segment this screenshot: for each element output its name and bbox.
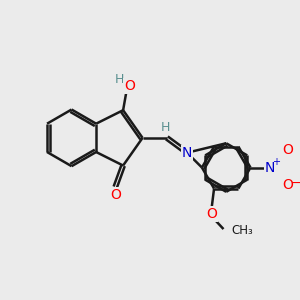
Text: O: O (124, 79, 135, 93)
Text: N: N (265, 160, 275, 175)
Text: N: N (182, 146, 192, 160)
Text: CH₃: CH₃ (232, 224, 253, 237)
Text: O: O (283, 143, 293, 157)
Text: O: O (283, 178, 293, 192)
Text: O: O (110, 188, 121, 202)
Text: O: O (206, 207, 217, 221)
Text: +: + (272, 157, 280, 166)
Text: H: H (161, 121, 170, 134)
Text: H: H (115, 73, 124, 86)
Text: −: − (291, 176, 300, 189)
